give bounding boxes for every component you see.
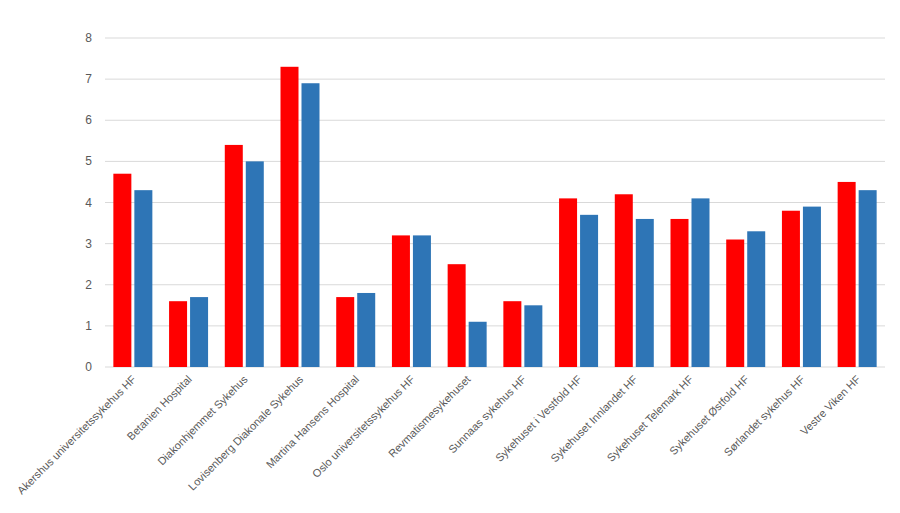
y-tick-label: 2	[85, 278, 92, 292]
bar	[357, 293, 375, 367]
bar	[190, 297, 208, 367]
bar	[692, 198, 710, 367]
bar	[524, 305, 542, 367]
y-tick-label: 3	[85, 237, 92, 251]
y-tick-label: 1	[85, 319, 92, 333]
grid-line	[105, 202, 885, 203]
chart-container: 0 1 2 3 4 5 6 7 8 Akershus universitetssykehus HF…	[0, 0, 900, 513]
x-tick-label: Sørlandet sykehus HF	[721, 373, 807, 459]
y-tick-label: 4	[85, 196, 92, 210]
bar	[413, 235, 431, 367]
x-tick-label: Akershus universitetssykehus HF	[15, 373, 139, 497]
bar	[580, 215, 598, 367]
bar	[503, 301, 521, 367]
bar	[615, 194, 633, 367]
bar	[803, 207, 821, 367]
x-tick-label: Vestre Viken HF	[798, 373, 863, 438]
bar	[636, 219, 654, 367]
bar	[747, 231, 765, 367]
grid-line	[105, 367, 885, 368]
chart: 0 1 2 3 4 5 6 7 8 Akershus universitetssykehus HF…	[0, 0, 900, 513]
bar	[169, 301, 187, 367]
grid-line	[105, 161, 885, 162]
bar	[336, 297, 354, 367]
bar	[225, 145, 243, 367]
grid	[105, 38, 885, 367]
bar	[859, 190, 877, 367]
bar	[448, 264, 466, 367]
x-tick-label: Martina Hansens Hospital	[264, 373, 362, 471]
grid-line	[105, 38, 885, 39]
bar	[671, 219, 689, 367]
grid-line	[105, 79, 885, 80]
bar	[559, 198, 577, 367]
y-tick-label: 7	[85, 72, 92, 86]
bar	[782, 211, 800, 367]
bar	[838, 182, 856, 367]
x-tick-label: Oslo universitetssykehus HF	[310, 373, 417, 480]
grid-line	[105, 325, 885, 326]
bar	[246, 161, 264, 367]
y-tick-label: 8	[85, 31, 92, 45]
bar	[113, 174, 131, 367]
bar	[302, 83, 320, 367]
grid-line	[105, 284, 885, 285]
bar	[392, 235, 410, 367]
y-tick-label: 5	[85, 154, 92, 168]
x-tick-label: Diakonhjemmet Sykehus	[155, 373, 250, 468]
x-tick-label: Lovisenberg Diakonale Sykehus	[186, 373, 306, 493]
bar	[726, 240, 744, 367]
bar	[281, 67, 299, 367]
bar	[134, 190, 152, 367]
grid-line	[105, 243, 885, 244]
y-tick-label: 6	[85, 113, 92, 127]
y-tick-label: 0	[85, 360, 92, 374]
bar	[469, 322, 487, 367]
bars	[113, 67, 876, 367]
grid-line	[105, 120, 885, 121]
